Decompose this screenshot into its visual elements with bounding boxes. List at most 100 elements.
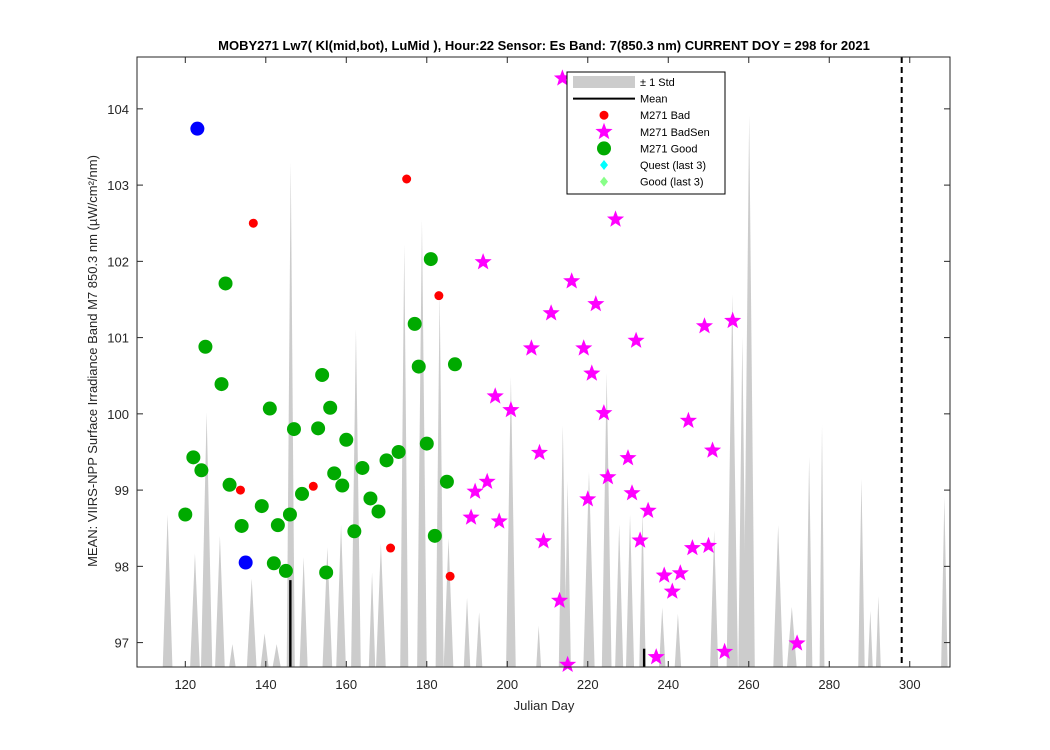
x-tick-label-3: 180 xyxy=(416,677,438,692)
point-m271-badsen-11 xyxy=(583,364,601,381)
point-m271-good-1 xyxy=(186,450,201,465)
plot-area xyxy=(162,57,948,672)
point-m271-good-24 xyxy=(355,460,370,475)
std-band-spike-19 xyxy=(463,597,471,667)
point-m271-bad-4 xyxy=(308,481,318,491)
point-m271-badsen-16 xyxy=(704,441,722,458)
point-m271-good-34 xyxy=(439,474,454,489)
point-m271-bad-2 xyxy=(434,291,444,301)
std-band-spike-8 xyxy=(286,161,295,667)
std-band-spike-12 xyxy=(351,329,361,667)
point-m271-badsen-35 xyxy=(788,634,806,651)
legend-item-0: ± 1 Std xyxy=(573,76,675,89)
point-m271-good-17 xyxy=(315,367,330,382)
point-m271-bad-0 xyxy=(248,218,258,228)
point-m271-good-29 xyxy=(407,316,422,331)
legend-item-5: Quest (last 3) xyxy=(600,160,706,172)
std-band-spike-30 xyxy=(659,607,666,667)
axes-box xyxy=(136,56,951,668)
y-axis-label: MEAN: VIIRS-NPP Surface Irradiance Band … xyxy=(85,155,100,567)
std-band-spike-29 xyxy=(639,511,646,667)
point-m271-badsen-31 xyxy=(671,564,689,581)
y-tick-label-1: 98 xyxy=(115,559,129,574)
std-band-spike-5 xyxy=(246,578,257,667)
std-band-spike-18 xyxy=(443,538,454,667)
legend-item-1: Mean xyxy=(573,94,668,106)
point-m271-badsen-1 xyxy=(607,210,625,227)
y-tick-label-2: 99 xyxy=(115,483,129,498)
point-m271-good-3 xyxy=(198,339,213,354)
x-tick-label-7: 260 xyxy=(738,677,760,692)
point-m271-badsen-8 xyxy=(627,331,645,348)
point-m271-good-20 xyxy=(327,466,342,481)
point-m271-good-28 xyxy=(391,444,406,459)
x-tick-label-8: 280 xyxy=(818,677,840,692)
point-m271-badsen-9 xyxy=(522,339,540,356)
point-m271-bad-5 xyxy=(386,543,396,553)
point-m271-badsen-24 xyxy=(639,501,657,518)
point-m271-good-14 xyxy=(286,422,301,437)
point-m271-good-21 xyxy=(335,478,350,493)
x-tick-label-4: 200 xyxy=(496,677,518,692)
point-m271-badsen-20 xyxy=(478,472,496,489)
std-band-spike-17 xyxy=(435,291,444,667)
point-m271-badsen-37 xyxy=(647,648,665,665)
point-m271-good-23 xyxy=(347,524,362,539)
point-m271-badsen-15 xyxy=(679,411,697,428)
point-blue-markers-0 xyxy=(190,121,205,136)
point-m271-good-8 xyxy=(254,499,269,514)
legend-item-2: M271 Bad xyxy=(599,110,690,122)
point-m271-good-5 xyxy=(218,276,233,291)
point-m271-badsen-27 xyxy=(631,531,649,548)
std-band-spike-32 xyxy=(710,530,719,667)
point-m271-badsen-22 xyxy=(623,484,641,501)
x-tick-label-0: 120 xyxy=(174,677,196,692)
legend: ± 1 Std Mean M271 Bad M271 BadSen M271 Good Q… xyxy=(566,71,726,195)
std-band-spike-9 xyxy=(299,557,308,667)
point-m271-good-33 xyxy=(427,528,442,543)
point-m271-badsen-28 xyxy=(534,532,553,549)
x-tick-label-6: 240 xyxy=(657,677,679,692)
point-m271-good-7 xyxy=(234,518,249,533)
chart-title: MOBY271 Lw7( Kl(mid,bot), LuMid ), Hour:… xyxy=(218,38,870,53)
x-tick-label-1: 140 xyxy=(255,677,277,692)
point-m271-badsen-4 xyxy=(587,295,605,312)
std-band-spike-22 xyxy=(536,625,542,667)
std-band-spike-36 xyxy=(773,525,783,667)
std-band-spike-13 xyxy=(368,572,376,667)
std-band-spike-28 xyxy=(626,514,635,667)
std-band-spike-11 xyxy=(336,524,346,667)
point-m271-good-30 xyxy=(411,359,426,374)
axes: 120 140 160 180 200 220 240 260 280 300 97 98 99 100 1… xyxy=(107,56,951,692)
point-m271-good-25 xyxy=(363,491,378,506)
legend-swatch-4 xyxy=(597,141,611,156)
point-m271-badsen-6 xyxy=(724,311,742,329)
y-tick-label-4: 101 xyxy=(107,331,129,346)
point-m271-badsen-0 xyxy=(553,69,571,86)
std-band-spike-1 xyxy=(190,553,200,667)
std-band-spike-20 xyxy=(475,612,483,667)
point-m271-good-16 xyxy=(311,421,326,436)
std-band-spike-21 xyxy=(506,376,516,667)
point-m271-good-18 xyxy=(319,565,334,580)
y-tick-label-7: 104 xyxy=(107,102,129,117)
point-m271-badsen-19 xyxy=(599,468,617,485)
point-m271-good-0 xyxy=(178,507,193,522)
std-band-spike-0 xyxy=(162,514,173,667)
std-band-spike-31 xyxy=(674,613,682,667)
legend-label-6: Good (last 3) xyxy=(640,177,704,189)
point-m271-badsen-5 xyxy=(542,304,560,321)
point-m271-bad-6 xyxy=(445,571,455,581)
point-m271-badsen-7 xyxy=(695,317,713,334)
point-m271-good-13 xyxy=(282,507,297,522)
y-tick-label-0: 97 xyxy=(115,636,129,651)
legend-item-3: M271 BadSen xyxy=(595,122,710,140)
legend-box xyxy=(566,71,726,195)
std-band-spike-42 xyxy=(875,596,881,667)
x-axis-label: Julian Day xyxy=(514,698,575,713)
std-band-spike-43 xyxy=(941,496,948,667)
legend-label-1: Mean xyxy=(640,94,668,106)
point-m271-good-26 xyxy=(371,504,386,519)
std-band-spike-35 xyxy=(743,114,755,667)
